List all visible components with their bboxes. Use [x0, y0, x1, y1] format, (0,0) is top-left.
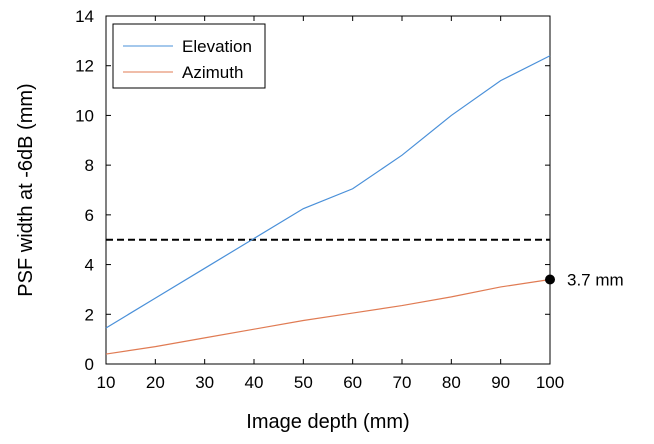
- y-tick-label-8: 8: [85, 156, 94, 175]
- x-tick-label-30: 30: [195, 373, 214, 392]
- x-tick-label-20: 20: [146, 373, 165, 392]
- plot-frame: [105, 15, 551, 365]
- x-tick-label-60: 60: [343, 373, 362, 392]
- series-line-elevation: [105, 55, 551, 329]
- legend-frame: [112, 23, 266, 89]
- x-tick-label-10: 10: [97, 373, 116, 392]
- legend-label-elevation: Elevation: [182, 37, 252, 56]
- y-tick-label-2: 2: [85, 305, 94, 324]
- x-tick-label-90: 90: [491, 373, 510, 392]
- y-tick-label-4: 4: [85, 256, 94, 275]
- x-tick-label-50: 50: [294, 373, 313, 392]
- annotation-layer: 3.7 mm: [545, 270, 624, 289]
- annotation-marker: [545, 274, 555, 285]
- y-axis-title: PSF width at -6dB (mm): [15, 83, 37, 296]
- annotation-label: 3.7 mm: [567, 270, 624, 289]
- y-tick-label-0: 0: [85, 355, 94, 374]
- x-axis-title: Image depth (mm): [246, 411, 409, 433]
- x-tick-label-80: 80: [442, 373, 461, 392]
- series-layer: [105, 55, 551, 355]
- legend-label-azimuth: Azimuth: [182, 63, 243, 82]
- legend: Elevation Azimuth: [112, 23, 266, 89]
- plot-area: [105, 15, 551, 365]
- x-tick-label-70: 70: [393, 373, 412, 392]
- y-axis-ticks: 0 2 4 6 8 10 12 14: [75, 7, 550, 374]
- x-tick-label-100: 100: [536, 373, 564, 392]
- y-tick-label-10: 10: [75, 106, 94, 125]
- x-axis-ticks: 10 20 30 40 50 60 70 80 90 100: [97, 16, 564, 392]
- series-line-azimuth: [105, 278, 551, 355]
- y-tick-label-12: 12: [75, 57, 94, 76]
- y-tick-label-6: 6: [85, 206, 94, 225]
- y-tick-label-14: 14: [75, 7, 94, 26]
- x-tick-label-40: 40: [245, 373, 264, 392]
